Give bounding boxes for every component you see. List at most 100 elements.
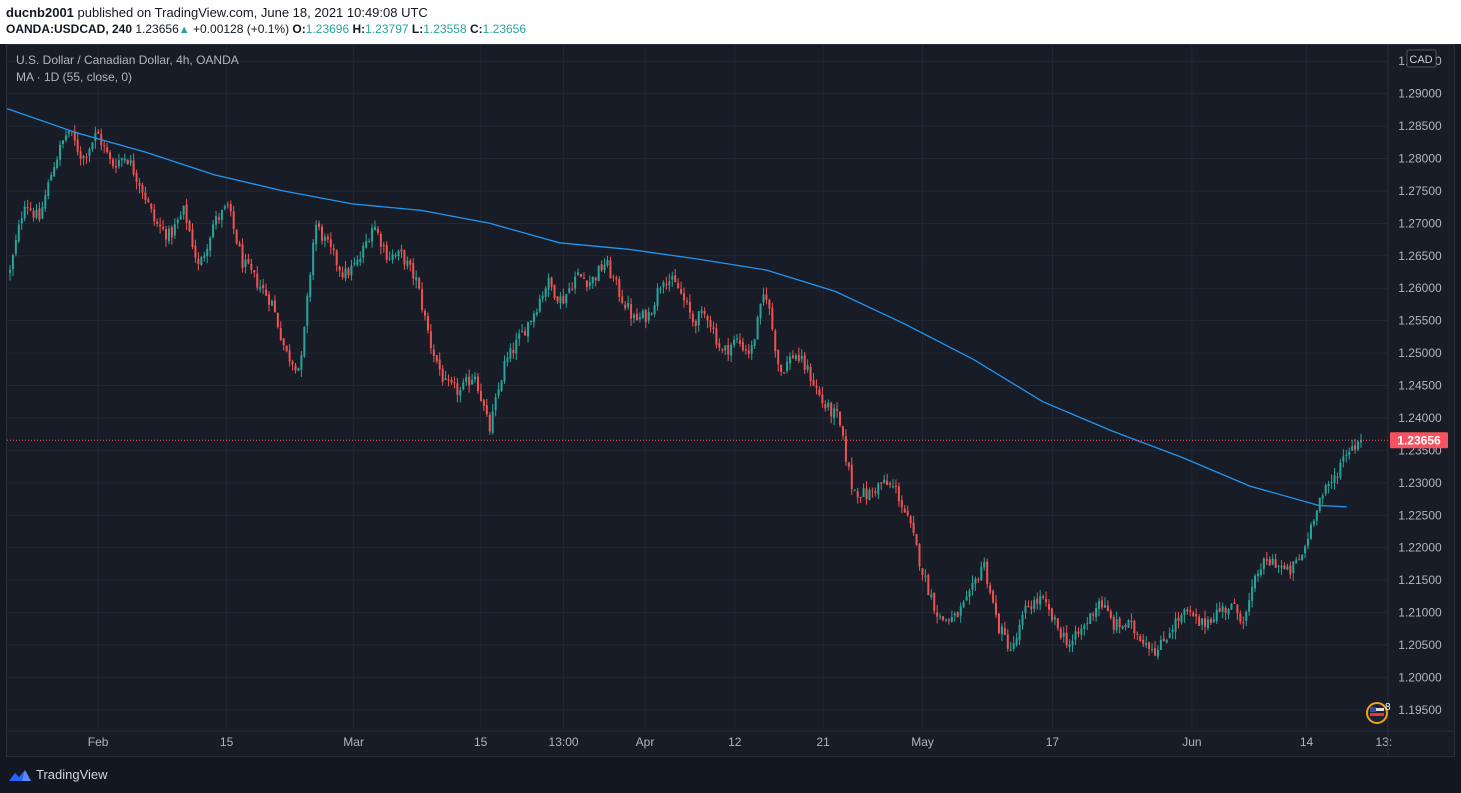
candle-body — [730, 344, 733, 356]
candle — [683, 287, 686, 308]
candle-body — [1271, 558, 1274, 565]
candle — [671, 271, 674, 287]
candle-body — [20, 218, 23, 224]
candle-body — [1171, 629, 1174, 633]
candle — [388, 251, 391, 262]
candle-body — [1324, 485, 1327, 494]
candle — [1283, 562, 1286, 570]
candle — [23, 200, 26, 222]
candle-body — [653, 305, 656, 315]
candle — [653, 301, 656, 317]
candle-body — [462, 382, 465, 390]
candle-body — [889, 483, 892, 485]
candle-body — [1295, 559, 1298, 564]
candle-body — [61, 140, 64, 145]
candle — [1083, 623, 1086, 636]
candle — [109, 149, 112, 165]
candle-body — [1327, 483, 1330, 487]
candle-body — [250, 263, 253, 271]
candle-body — [780, 364, 783, 372]
candle-body — [1265, 559, 1268, 561]
candle — [865, 481, 868, 505]
candle — [659, 286, 662, 294]
candle — [1056, 618, 1059, 631]
candle — [615, 275, 618, 286]
candle — [144, 186, 147, 205]
candle-body — [603, 264, 606, 270]
candle — [421, 282, 424, 313]
candle — [450, 376, 453, 385]
candle — [756, 315, 759, 340]
candle — [409, 258, 412, 272]
candle-body — [1333, 475, 1336, 483]
candle — [306, 292, 309, 334]
candle-body — [426, 315, 429, 331]
chart-frame[interactable] — [6, 44, 1455, 757]
tradingview-brand[interactable]: TradingView — [8, 767, 108, 782]
candle — [624, 301, 627, 311]
candle — [733, 335, 736, 348]
candle-body — [683, 293, 686, 301]
candle-body — [488, 414, 491, 432]
candle-body — [718, 343, 721, 348]
candle — [53, 161, 56, 177]
candle-body — [26, 206, 29, 209]
candle-body — [1048, 604, 1051, 610]
candle — [156, 218, 159, 228]
candle-body — [144, 192, 147, 200]
candle-body — [424, 310, 427, 316]
candle-body — [1012, 643, 1015, 649]
candle — [1156, 645, 1159, 660]
candle-body — [494, 397, 497, 411]
candle-body — [50, 175, 53, 181]
candle — [200, 256, 203, 266]
candle — [1100, 596, 1103, 610]
candle — [350, 259, 353, 281]
candle-body — [1195, 614, 1198, 617]
candle-body — [1357, 441, 1360, 450]
candle-body — [577, 272, 580, 276]
candle-body — [150, 203, 153, 209]
candle-body — [612, 276, 615, 278]
candle-body — [1256, 573, 1259, 577]
candle — [1159, 635, 1162, 651]
candle-body — [974, 578, 977, 584]
candle-body — [291, 361, 294, 365]
candle-body — [376, 228, 379, 233]
candle-body — [995, 602, 998, 615]
candle-body — [618, 279, 621, 298]
candle — [59, 140, 62, 167]
candle-body — [288, 350, 291, 362]
candle-body — [956, 612, 959, 618]
candle-body — [1304, 546, 1307, 554]
candle — [441, 364, 444, 386]
candle — [1242, 616, 1245, 630]
candle — [38, 202, 41, 222]
candle-body — [259, 286, 262, 290]
publisher-name[interactable]: ducnb2001 — [6, 5, 74, 20]
candle-body — [468, 376, 471, 386]
candle-body — [1286, 566, 1289, 570]
candle-body — [312, 242, 315, 276]
candle-body — [1159, 639, 1162, 650]
candle — [379, 231, 382, 255]
current-price-label: 1.23656 — [1397, 433, 1441, 447]
candle — [688, 294, 691, 319]
candle-body — [432, 349, 435, 356]
candle — [82, 155, 85, 166]
candle-body — [1127, 620, 1130, 628]
candle-body — [1168, 633, 1171, 639]
candle-body — [980, 566, 983, 581]
candle-body — [909, 516, 912, 524]
candle-body — [965, 596, 968, 601]
candle — [594, 276, 597, 287]
candle-body — [671, 276, 674, 280]
candle-body — [997, 613, 1000, 633]
candle-body — [450, 379, 453, 383]
candle-body — [1162, 638, 1165, 642]
candle — [1180, 612, 1183, 625]
candle-body — [553, 285, 556, 298]
candle-body — [79, 151, 82, 159]
candle-body — [950, 617, 953, 623]
